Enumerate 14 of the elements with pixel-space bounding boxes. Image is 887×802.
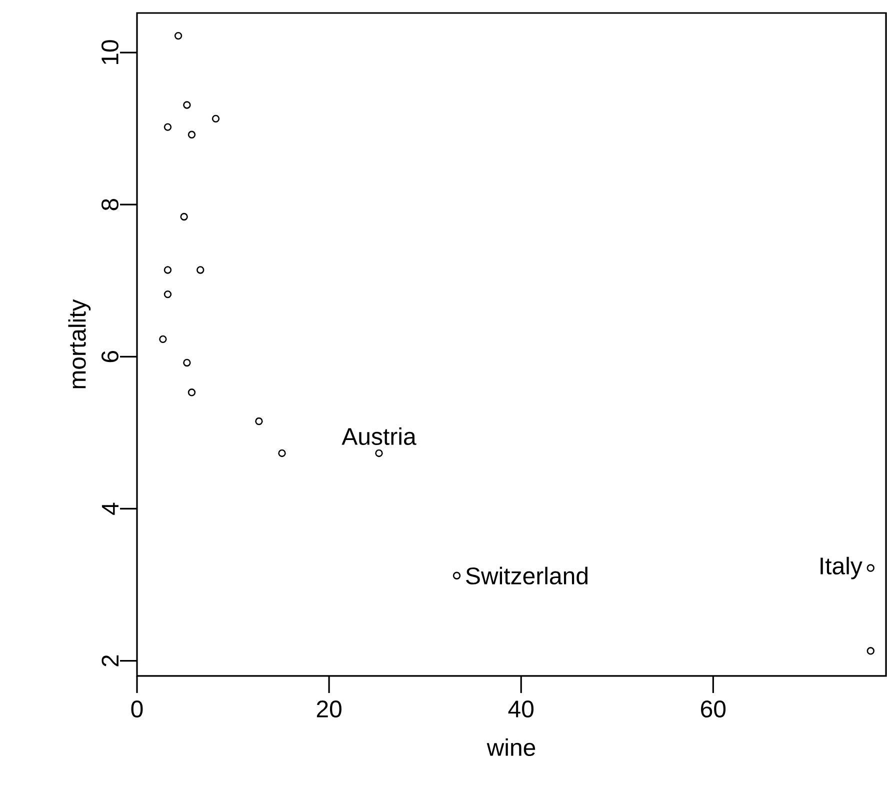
x-tick-label: 20 [316, 700, 342, 718]
annotation: Italy [820, 556, 862, 580]
x-tick-label: 40 [508, 700, 534, 718]
y-tick-label: 4 [102, 502, 118, 515]
annotation: Switzerland [466, 566, 588, 584]
y-tick-label: 2 [102, 655, 118, 666]
x-tick-label: 0 [131, 700, 143, 718]
y-axis-title: mortality [68, 299, 91, 388]
y-tick-label: 6 [101, 351, 118, 362]
y-tick-label: 8 [101, 198, 118, 210]
annotation: Austria [342, 427, 416, 446]
x-axis-title: wine [486, 738, 536, 756]
y-tick-label: 10 [101, 40, 118, 64]
x-tick-label: 60 [701, 700, 726, 718]
